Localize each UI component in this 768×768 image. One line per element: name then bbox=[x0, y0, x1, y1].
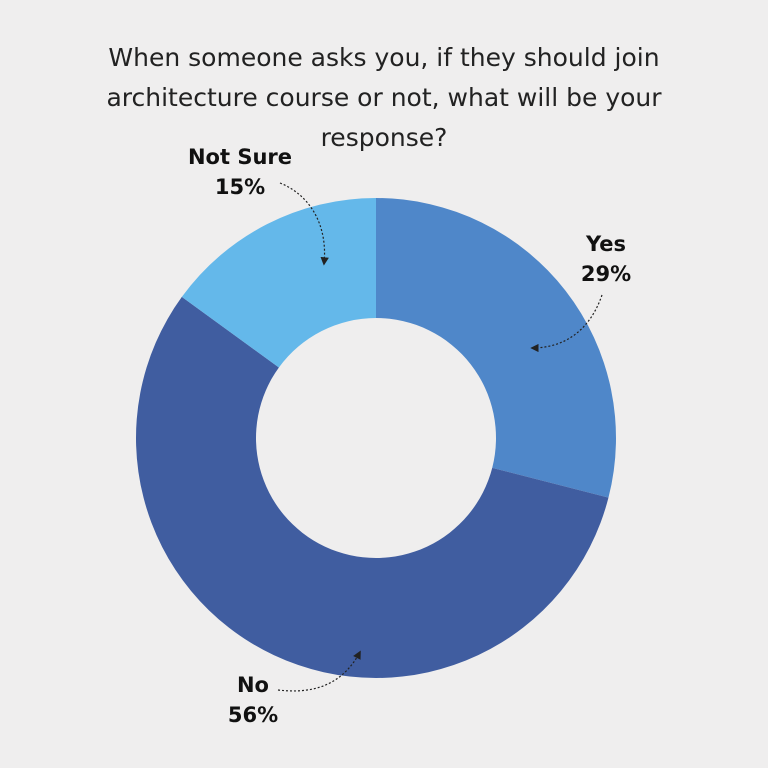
slice-category-label: No bbox=[237, 673, 269, 697]
slice-value-label: 56% bbox=[228, 703, 278, 727]
slices bbox=[136, 198, 616, 678]
slice-value-label: 15% bbox=[215, 175, 265, 199]
annotation-arrow bbox=[530, 294, 603, 353]
donut-slice bbox=[181, 198, 376, 368]
annotation-arrow bbox=[277, 650, 361, 692]
chart-title: When someone asks you, if they should jo… bbox=[106, 43, 662, 152]
donut-slice bbox=[136, 296, 609, 678]
donut-slice bbox=[376, 198, 616, 498]
slice-category-label: Not Sure bbox=[188, 145, 292, 169]
slice-value-label: 29% bbox=[581, 262, 631, 286]
slice-category-label: Yes bbox=[585, 232, 626, 256]
